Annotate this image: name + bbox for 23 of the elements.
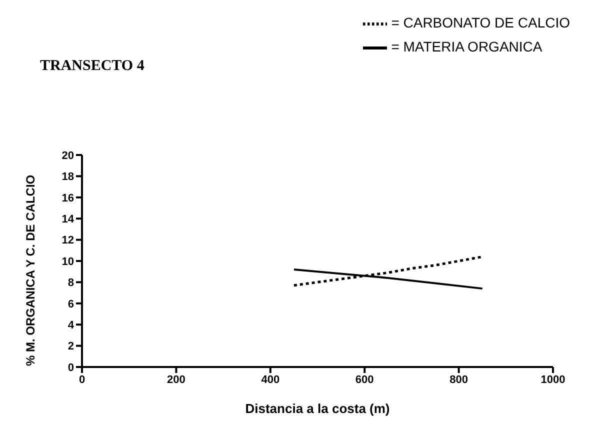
x-tick-label: 800 (450, 374, 468, 386)
y-tick-label: 10 (62, 256, 74, 268)
x-tick-label: 0 (78, 374, 86, 386)
chart-title: TRANSECTO 4 (40, 58, 144, 75)
y-tick-label: 8 (68, 277, 74, 290)
legend-label: = MATERIA ORGANICA (391, 38, 542, 55)
y-axis-title: % M. ORGANICA Y C. DE CALCIO (23, 174, 38, 366)
y-tick-label: 14 (62, 214, 75, 226)
x-tick-label: 1000 (540, 374, 566, 386)
x-tick-label: 400 (261, 374, 280, 386)
legend-label: = CARBONATO DE CALCIO (391, 14, 570, 31)
x-tick-label: 200 (167, 374, 186, 386)
x-tick-label: 600 (355, 374, 374, 386)
line-series (292, 256, 484, 287)
y-tick-label: 0 (68, 362, 74, 374)
x-axis-title: Distancia a la costa (m) (245, 401, 390, 416)
y-tick-label: 4 (68, 320, 75, 332)
y-tick-label: 16 (62, 192, 74, 204)
y-tick-label: 20 (62, 150, 74, 162)
y-tick-label: 2 (68, 340, 74, 353)
y-tick-label: 12 (62, 234, 74, 247)
y-tick-label: 6 (68, 298, 74, 310)
y-tick-label: 18 (62, 171, 74, 184)
